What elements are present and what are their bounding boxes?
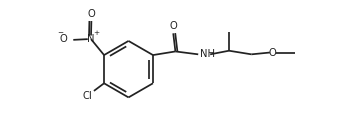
Text: N: N — [87, 34, 95, 44]
Text: −: − — [58, 30, 64, 36]
Text: O: O — [59, 34, 67, 44]
Text: O: O — [88, 9, 95, 18]
Text: NH: NH — [200, 49, 215, 59]
Text: O: O — [169, 21, 177, 31]
Text: O: O — [269, 47, 276, 58]
Text: +: + — [93, 30, 99, 36]
Text: Cl: Cl — [83, 91, 92, 101]
